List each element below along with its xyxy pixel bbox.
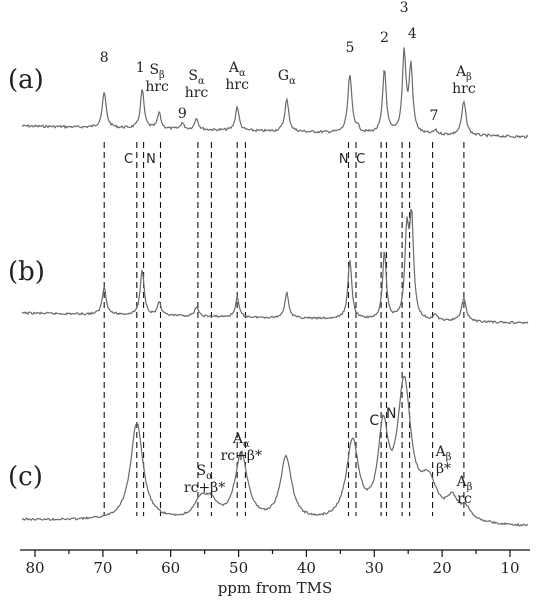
- peak-label: 3: [400, 0, 409, 16]
- x-tick-label: 30: [365, 559, 384, 577]
- peak-label-c-line2: rc+β*: [221, 448, 262, 464]
- peak-label: 7: [430, 108, 439, 124]
- x-tick-label: 60: [161, 559, 180, 577]
- dashed-guide-lines: [103, 142, 465, 516]
- x-axis-ticks: 80 70 60 50 40 30 20 10: [25, 550, 520, 577]
- peak-label-line2: hrc: [145, 79, 169, 95]
- panel-label-c: (c): [8, 462, 43, 492]
- x-tick-label: 20: [433, 559, 452, 577]
- x-tick-label: 10: [500, 559, 519, 577]
- spectrum-traces: [21, 47, 529, 527]
- cn-label: N: [146, 152, 156, 167]
- x-tick-label: 80: [25, 559, 44, 577]
- panel-labels: (a) (b) (c): [8, 65, 45, 492]
- x-tick-label: 50: [229, 559, 248, 577]
- peak-label: 2: [380, 30, 389, 46]
- cn-label: N: [339, 152, 349, 167]
- cn-label: C: [124, 152, 133, 167]
- peak-label-c: C: [369, 413, 379, 429]
- spectrum-trace-a: [21, 47, 529, 139]
- peak-label: 8: [100, 50, 109, 66]
- peak-label-line2: hrc: [225, 77, 249, 93]
- x-tick-label: 40: [297, 559, 316, 577]
- x-axis: 80 70 60 50 40 30 20 10 ppm from TMS: [20, 549, 530, 597]
- spectrum-trace-b: [21, 208, 529, 325]
- peak-label: 9: [178, 106, 187, 122]
- peak-label-line2: hrc: [452, 81, 476, 97]
- panel-label-a: (a): [8, 65, 44, 95]
- peak-label: 5: [345, 40, 354, 56]
- peak-label-c-line2: β*: [436, 461, 451, 477]
- spectrum-trace-c: [21, 375, 529, 527]
- panel-label-b: (b): [8, 257, 45, 287]
- peak-label-c: N: [386, 406, 396, 422]
- peak-label-c-line2: rc: [457, 491, 472, 507]
- peak-label: 4: [408, 26, 417, 42]
- peak-label-line2: hrc: [185, 85, 209, 101]
- peak-label: 1: [136, 60, 145, 76]
- peak-label: Gα: [278, 68, 296, 87]
- x-tick-label: 70: [93, 559, 112, 577]
- x-axis-label: ppm from TMS: [218, 579, 333, 597]
- cn-label: C: [356, 152, 365, 167]
- peak-label-c-line2: rc+β*: [184, 480, 225, 496]
